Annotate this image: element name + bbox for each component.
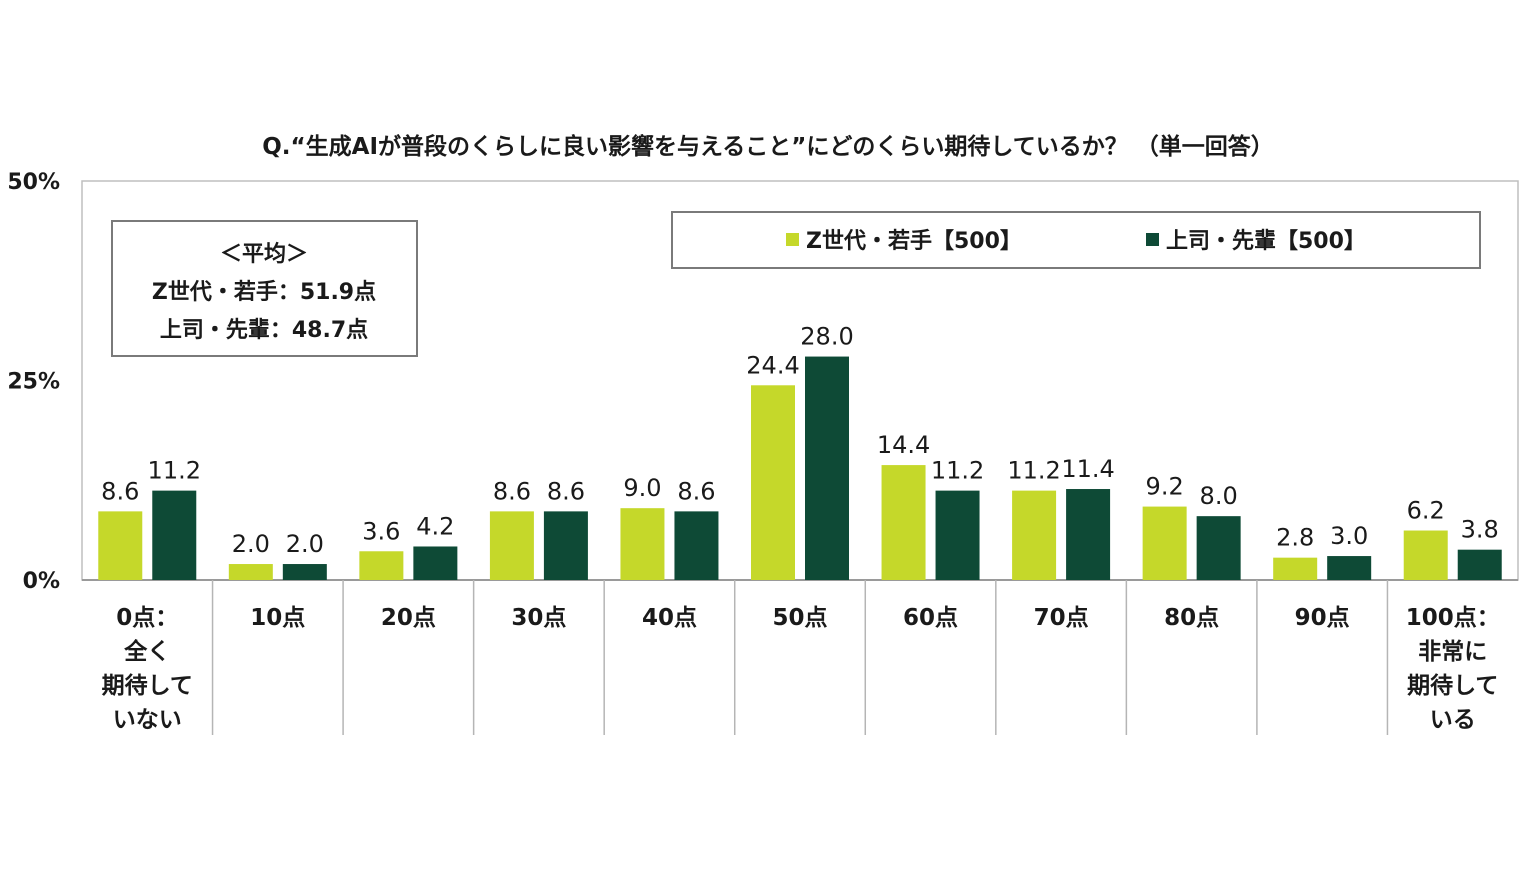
average-box-border (111, 220, 418, 357)
value-label: 14.4 (877, 431, 930, 459)
bar-series-1-cat-2 (359, 551, 404, 580)
bar-series-1-cat-6 (881, 465, 926, 580)
value-label: 3.8 (1461, 516, 1499, 544)
value-label: 2.0 (232, 530, 270, 558)
legend-box (671, 211, 1481, 269)
value-label: 2.0 (286, 530, 324, 558)
bar-series-2-cat-1 (282, 564, 327, 580)
value-label: 6.2 (1407, 497, 1445, 525)
category-label: 10点 (250, 605, 305, 631)
bar-series-2-cat-10 (1457, 549, 1502, 580)
category-label: 40点 (642, 605, 697, 631)
chart-title: Q.“生成AIが普段のくらしに良い影響を与えること”にどのくらい期待しているか？… (262, 133, 1274, 160)
bar-series-2-cat-0 (152, 490, 197, 580)
category-label: 20点 (381, 605, 436, 631)
value-label: 2.8 (1276, 524, 1314, 552)
bars (98, 356, 1502, 580)
category-label: 70点 (1034, 605, 1089, 631)
bar-series-1-cat-4 (620, 508, 665, 580)
bar-series-1-cat-7 (1012, 490, 1057, 580)
category-labels: 0点：全く期待していない 10点 20点 30点 40点 50点 60点 70点 80点 90点 1… (102, 605, 1500, 733)
bar-series-1-cat-8 (1142, 506, 1187, 580)
bar-series-2-cat-2 (413, 546, 458, 580)
bar-series-2-cat-5 (805, 356, 849, 580)
category-label: 0点：全く期待していない (102, 605, 193, 733)
bar-series-1-cat-9 (1273, 557, 1318, 580)
legend: Z世代・若手【500】 上司・先輩【500】 (671, 211, 1481, 269)
value-label: 8.0 (1200, 482, 1238, 510)
bar-series-2-cat-9 (1327, 556, 1372, 580)
value-label: 4.2 (416, 512, 454, 540)
category-label: 80点 (1164, 605, 1219, 631)
value-labels: 8.62.0 3.68.6 9.024.414.411.29.22.86.211.2… (101, 323, 1499, 558)
bar-series-2-cat-8 (1196, 516, 1241, 580)
category-label: 100点：非常に期待している (1406, 605, 1500, 733)
legend-swatch-2 (1146, 233, 1159, 246)
y-tick-label: 25% (7, 370, 60, 395)
y-axis-ticks: 0% 25% 50% (7, 170, 60, 594)
bar-series-1-cat-0 (98, 511, 143, 580)
bar-series-2-cat-3 (543, 511, 588, 580)
bar-series-2-cat-7 (1066, 489, 1111, 580)
category-label: 90点 (1295, 605, 1350, 631)
category-label: 30点 (511, 605, 566, 631)
value-label: 9.2 (1146, 473, 1184, 501)
value-label: 8.6 (677, 477, 715, 505)
category-label: 60点 (903, 605, 958, 631)
value-label: 24.4 (746, 351, 799, 379)
legend-label-1: Z世代・若手【500】 (806, 228, 1022, 254)
value-label: 8.6 (493, 477, 531, 505)
y-tick-label: 0% (23, 569, 60, 594)
bar-series-2-cat-6 (935, 490, 980, 580)
value-label: 11.2 (931, 457, 984, 485)
value-label: 11.2 (148, 457, 201, 485)
legend-swatch-1 (786, 233, 799, 246)
legend-label-2: 上司・先輩【500】 (1166, 229, 1366, 254)
value-label: 11.2 (1007, 457, 1060, 485)
average-line: 上司・先輩：48.7点 (160, 317, 368, 343)
value-label: 8.6 (101, 477, 139, 505)
average-heading: ＜平均＞ (220, 241, 308, 267)
category-label: 50点 (772, 605, 827, 631)
category-dividers (211, 580, 1389, 735)
bar-series-1-cat-1 (228, 564, 273, 580)
value-label: 3.6 (362, 517, 400, 545)
value-label: 9.0 (623, 474, 661, 502)
y-tick-label: 50% (7, 170, 60, 195)
value-label: 11.4 (1061, 455, 1114, 483)
value-label: 3.0 (1330, 522, 1368, 550)
bar-series-1-cat-3 (489, 511, 534, 580)
bar-series-1-cat-5 (751, 385, 795, 580)
value-label: 8.6 (547, 477, 585, 505)
average-line: Z世代・若手：51.9点 (152, 279, 376, 305)
bar-series-1-cat-10 (1403, 530, 1448, 580)
bar-series-2-cat-4 (674, 511, 719, 580)
value-label: 28.0 (800, 323, 853, 351)
